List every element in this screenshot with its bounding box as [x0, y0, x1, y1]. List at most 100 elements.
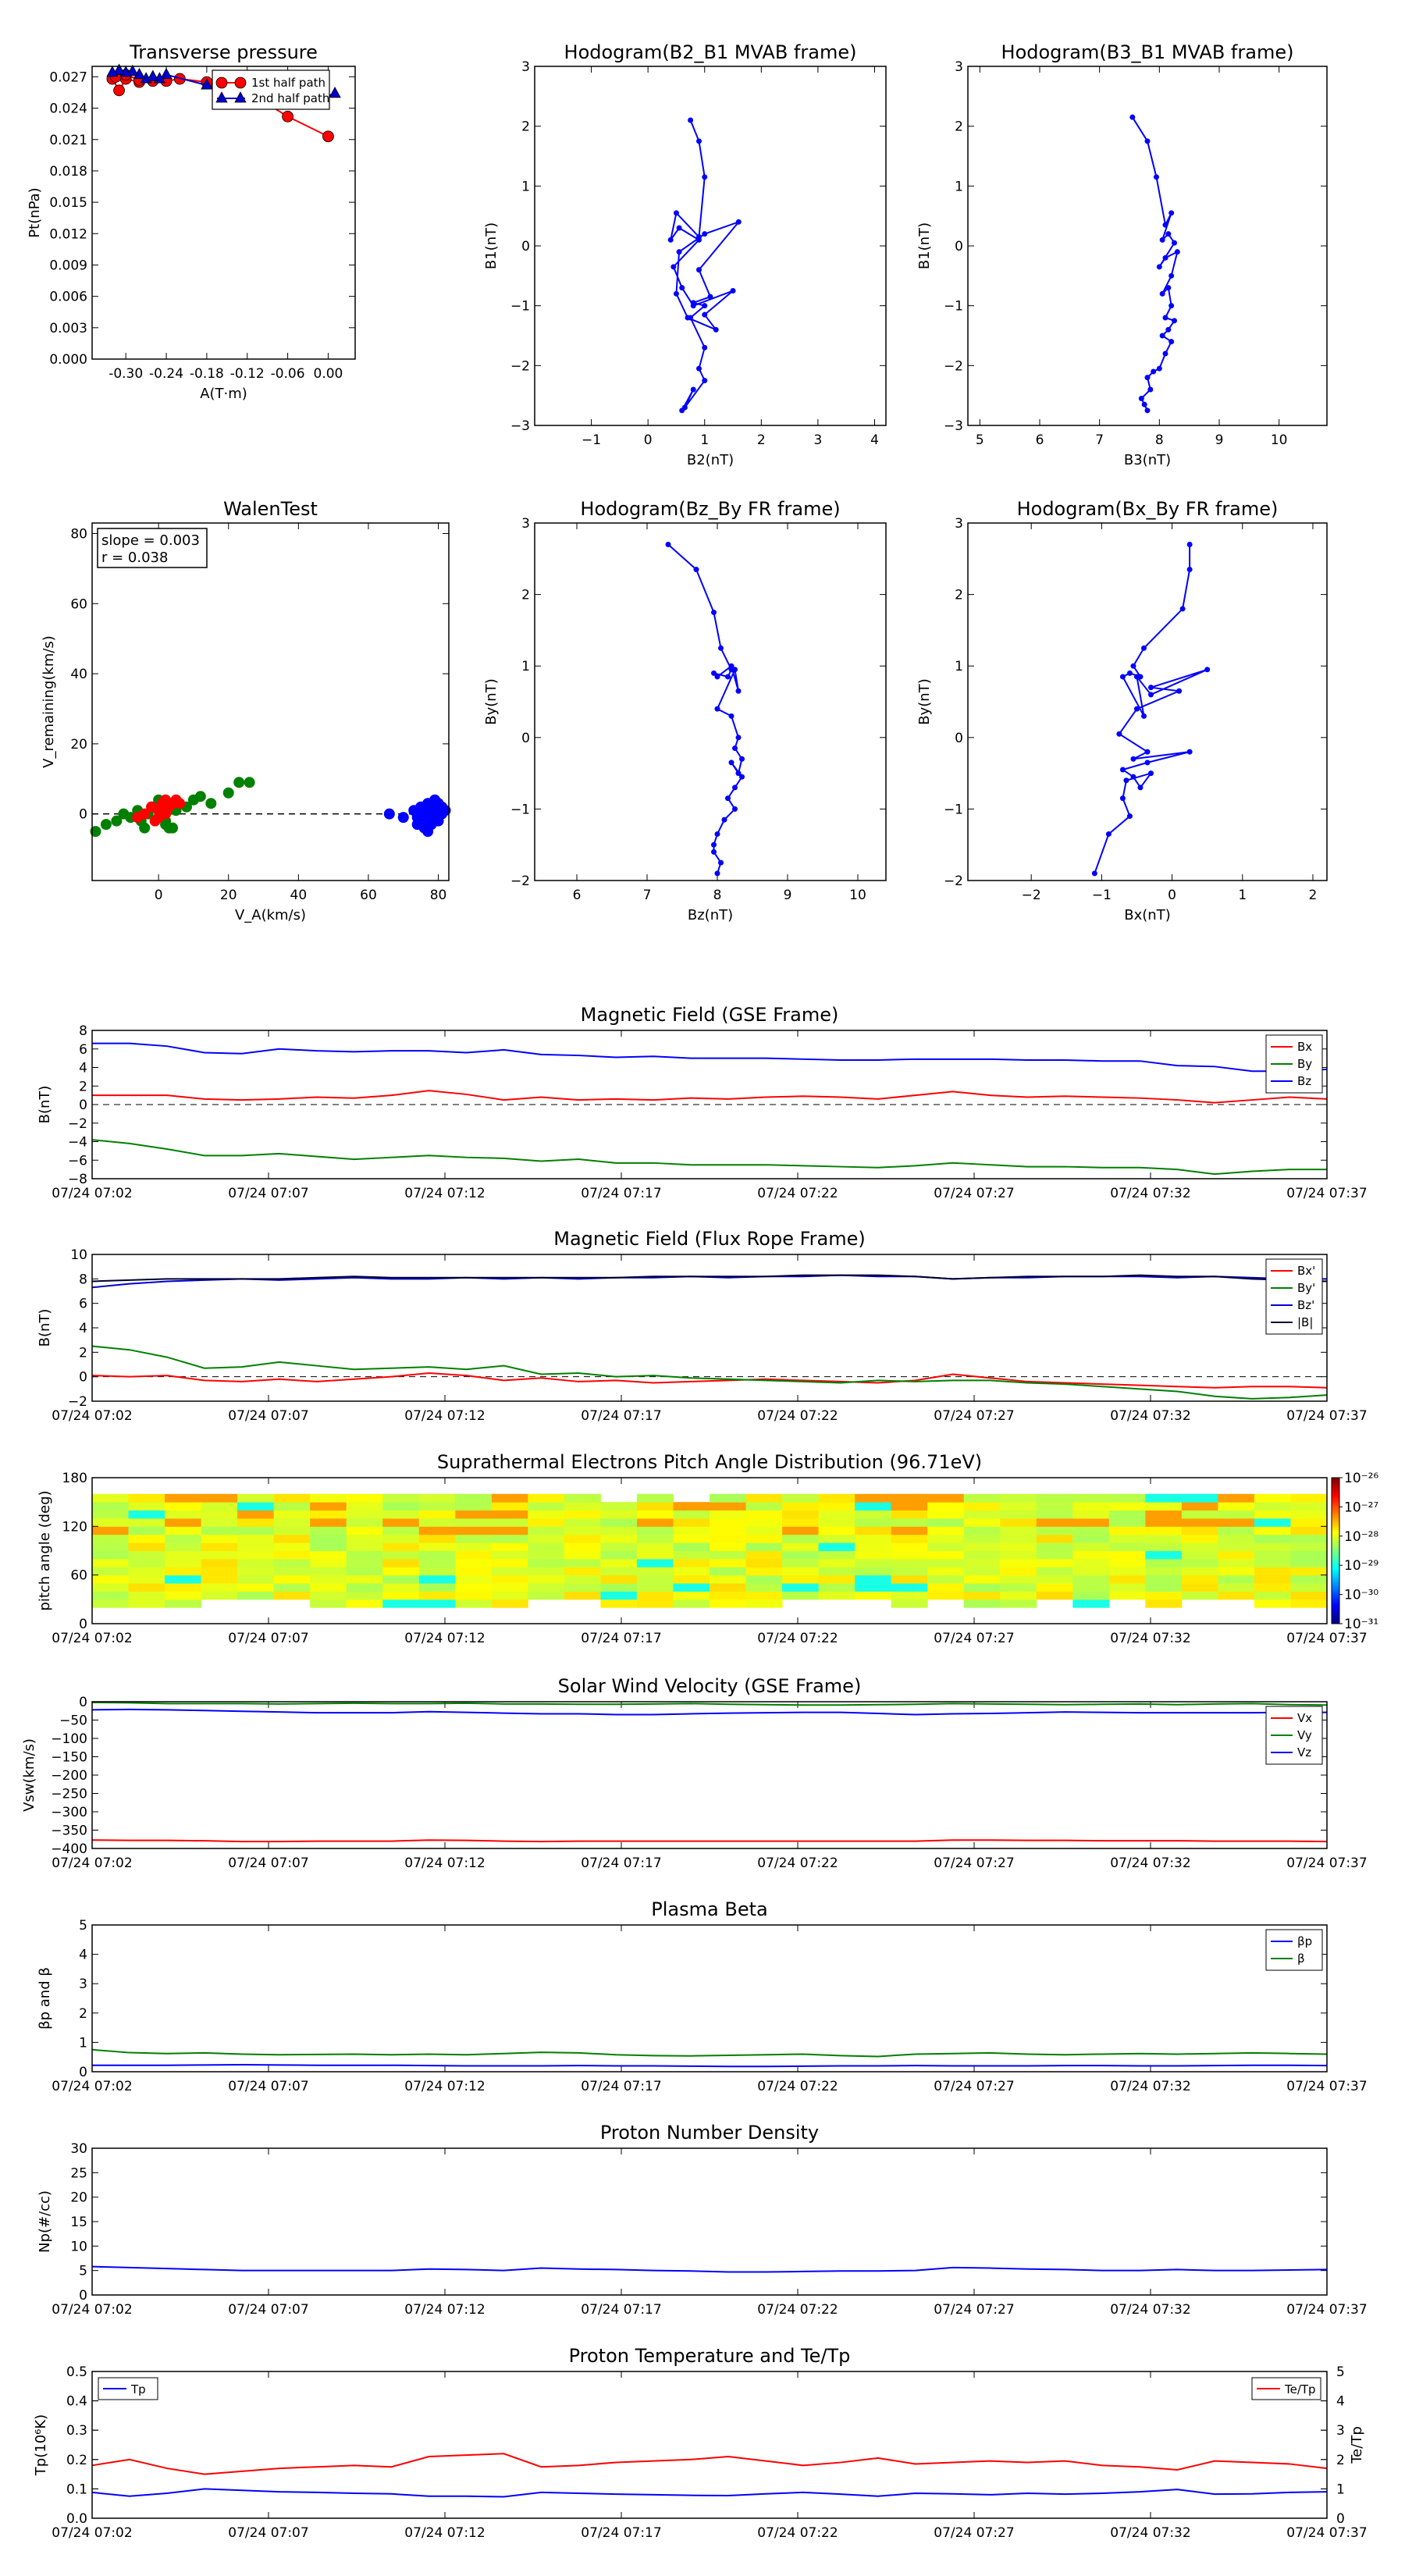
heatmap-cell: [346, 1502, 383, 1511]
heatmap-cell: [855, 1517, 892, 1527]
x-tick-label: 2: [757, 432, 766, 448]
chart-title: Hodogram(Bx_By FR frame): [1017, 498, 1279, 520]
y-tick-label: 30: [70, 2141, 87, 2157]
hodogram_b2b1-chart: Hodogram(B2_B1 MVAB frame) B2(nT) B1(nT) −1…: [483, 41, 887, 468]
x-tick-label: 07/24 07:37: [1286, 1856, 1367, 1871]
mag_gse-chart: Magnetic Field (GSE Frame) B(nT) 07/24 07:…: [37, 1004, 1368, 1201]
y-tick-label: 4: [79, 1321, 87, 1336]
heatmap-cell: [1145, 1599, 1183, 1608]
heatmap-cell: [673, 1591, 710, 1600]
data-point: [1162, 350, 1168, 357]
x-tick-label: 0: [644, 432, 653, 448]
heatmap-cell: [1108, 1550, 1146, 1560]
heatmap-cell: [165, 1574, 202, 1584]
data-point: [139, 822, 151, 834]
heatmap-cell: [491, 1558, 528, 1567]
data-point: [690, 300, 696, 306]
heatmap-cell: [1218, 1526, 1255, 1535]
heatmap-cell: [346, 1558, 383, 1567]
y-tick-label: −1: [944, 802, 963, 817]
y-tick-label: 0.000: [49, 352, 87, 368]
y-tick-label: 5: [79, 2264, 87, 2279]
legend-label: By: [1297, 1057, 1312, 1071]
data-point: [1156, 365, 1162, 372]
x-tick-label: 07/24 07:12: [404, 1186, 485, 1201]
heatmap-cell: [418, 1583, 456, 1592]
x-tick-label: 4: [870, 432, 879, 448]
x-tick-label: 07/24 07:27: [934, 1186, 1014, 1201]
y-axis-label-right: Te/Tp: [1349, 2426, 1365, 2464]
series-line-3: [91, 1274, 1328, 1283]
x-tick-label: 80: [430, 888, 447, 903]
heatmap-cell: [237, 1517, 275, 1527]
x-tick-label: -0.12: [230, 366, 265, 382]
x-tick-label: 07/24 07:22: [757, 1856, 838, 1871]
heatmap-cell: [1000, 1558, 1037, 1567]
heatmap-cell: [201, 1502, 238, 1511]
data-point: [1162, 315, 1168, 321]
heatmap-cell: [600, 1550, 638, 1560]
heatmap-cell: [1108, 1510, 1146, 1519]
data-point: [1144, 138, 1151, 144]
heatmap-cell: [418, 1534, 456, 1543]
heatmap-cell: [818, 1558, 855, 1567]
heatmap-cell: [310, 1583, 347, 1592]
heatmap-cell: [891, 1510, 928, 1519]
heatmap-cell: [891, 1583, 928, 1592]
data-point: [322, 130, 334, 143]
heatmap-cell: [418, 1599, 456, 1608]
heatmap-cell: [273, 1558, 311, 1567]
heatmap-cell: [710, 1567, 747, 1576]
heatmap-cell: [1145, 1534, 1183, 1543]
heatmap-cell: [455, 1591, 493, 1600]
data-point: [1091, 870, 1097, 877]
series-line: [670, 119, 742, 411]
data-point: [1165, 326, 1172, 333]
heatmap-cell: [1145, 1574, 1183, 1584]
x-tick-label: 40: [290, 888, 308, 903]
y-tick-label: 0.012: [49, 226, 87, 242]
data-point: [702, 231, 708, 237]
heatmap-cell: [201, 1574, 238, 1584]
heatmap-cell: [92, 1583, 130, 1592]
y-tick-label: 25: [70, 2165, 87, 2181]
data-point: [422, 826, 434, 838]
chart-title: Proton Number Density: [600, 2122, 819, 2144]
heatmap-cell: [310, 1534, 347, 1543]
data-point: [667, 237, 674, 243]
heatmap-cell: [455, 1542, 493, 1551]
heatmap-cell: [564, 1542, 601, 1551]
heatmap-cell: [600, 1534, 638, 1543]
y-tick-label: 15: [70, 2215, 87, 2230]
x-tick-label: 07/24 07:32: [1110, 2079, 1190, 2094]
heatmap-cell: [382, 1502, 420, 1511]
heatmap-cell: [636, 1542, 674, 1551]
heatmap-cell: [1072, 1526, 1110, 1535]
data-point: [1168, 210, 1175, 216]
heatmap-cell: [782, 1591, 820, 1600]
heatmap-cell: [1036, 1517, 1073, 1527]
heatmap-cell: [165, 1510, 202, 1519]
y-tick-label: 40: [70, 667, 87, 682]
heatmap-cell: [273, 1510, 311, 1519]
y-tick-label: −6: [68, 1153, 87, 1169]
heatmap-cell: [818, 1510, 855, 1519]
y-axis-label: Pt(nPa): [27, 187, 43, 237]
y-tick-label: 2: [521, 588, 530, 603]
heatmap-cell: [237, 1591, 275, 1600]
heatmap-cell: [382, 1526, 420, 1535]
heatmap-cell: [1000, 1542, 1037, 1551]
heatmap-cell: [346, 1550, 383, 1560]
y-tick-label: 4: [1336, 2394, 1345, 2410]
y-tick-label: −3: [510, 418, 530, 434]
y-axis-label: Np(#/cc): [37, 2190, 53, 2253]
x-tick-label: 07/24 07:37: [1286, 1186, 1367, 1201]
heatmap-cell: [1145, 1510, 1183, 1519]
colorbar-label: 10⁻²⁸: [1344, 1529, 1378, 1545]
heatmap-cell: [455, 1510, 493, 1519]
y-tick-label: −3: [944, 418, 963, 434]
x-tick-label: 07/24 07:02: [52, 1856, 132, 1871]
data-point: [665, 541, 671, 547]
heatmap-cell: [963, 1567, 1001, 1576]
heatmap-cell: [346, 1583, 383, 1592]
